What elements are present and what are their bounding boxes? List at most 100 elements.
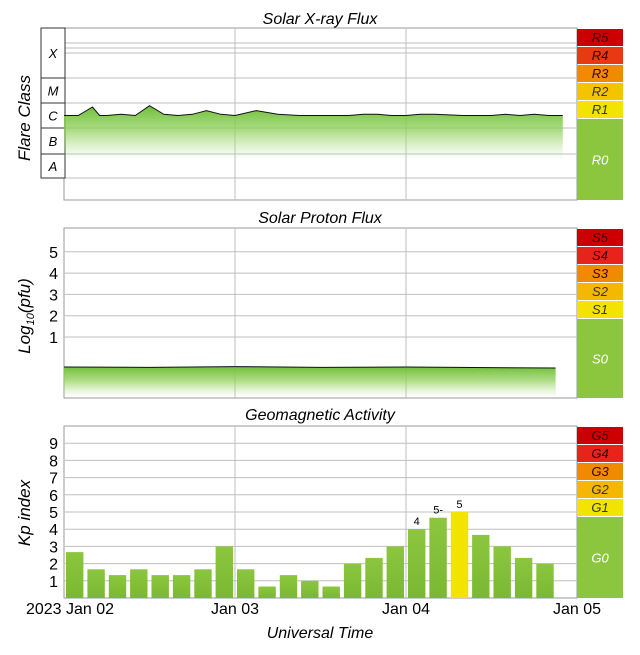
xray-class-label-M: M	[48, 84, 59, 99]
kp-bar-10	[279, 575, 298, 598]
kp-bar-4	[151, 575, 169, 598]
kp-bar-18	[450, 512, 469, 598]
kp-bar-label-18: 5	[456, 499, 462, 511]
xray-class-box-B	[40, 127, 66, 155]
geomag-scale-label-0: G5	[591, 428, 609, 443]
kp-bar-16	[408, 529, 426, 598]
kp-bar-2	[108, 575, 127, 598]
geomag-title: Geomagnetic Activity	[245, 407, 396, 424]
geomag-scale-seg-4	[577, 499, 623, 516]
proton-scale-seg-1	[577, 247, 623, 264]
kp-bar-22	[536, 563, 554, 598]
proton-scale-label-1: S4	[592, 248, 608, 263]
proton-flux-area	[64, 366, 556, 397]
kp-bar-8	[237, 569, 255, 598]
xray-scale-seg-3	[577, 83, 623, 100]
geomag-ylabel: Kp index	[15, 479, 34, 546]
proton-scale-label-2: S3	[592, 266, 609, 281]
x-tick-1: Jan 03	[211, 601, 259, 618]
proton-y-tick-5: 5	[49, 245, 58, 262]
proton-y-tick-3: 3	[49, 287, 58, 304]
proton-scale-label-3: S2	[592, 284, 609, 299]
kp-bar-12	[322, 586, 340, 598]
proton-ylabel-tail: (pfu)	[15, 278, 34, 313]
kp-bar-7	[215, 546, 233, 598]
proton-scale-seg-4	[577, 301, 623, 318]
xray-scale-label-3: R2	[592, 84, 609, 99]
proton-flux-line	[63, 366, 556, 369]
geomag-y-tick-9: 9	[49, 436, 58, 453]
geomag-y-tick-4: 4	[49, 522, 58, 539]
geomag-scale-label-3: G2	[591, 482, 609, 497]
geomag-scale-label-5: G0	[591, 551, 609, 566]
xray-class-box-X	[40, 27, 66, 79]
kp-bar-0	[66, 552, 84, 598]
proton-y-tick-2: 2	[49, 309, 58, 326]
proton-scale-label-4: S1	[592, 302, 608, 317]
proton-scale-label-5: S0	[592, 352, 609, 367]
xray-flux-line	[64, 105, 563, 117]
xray-scale-seg-4	[577, 101, 623, 118]
geomag-y-tick-7: 7	[49, 471, 58, 488]
proton-scale-label-0: S5	[592, 230, 609, 245]
xray-scale-seg-1	[577, 47, 623, 64]
geomag-y-tick-3: 3	[49, 539, 58, 556]
geomag-scale-label-1: G4	[591, 446, 608, 461]
x-tick-3: Jan 05	[553, 601, 601, 618]
proton-panel: 1 2 3 4 5 S5 S4 S3 S2 S1 S0	[49, 227, 623, 399]
kp-bar-3	[130, 569, 148, 598]
geomag-y-tick-2: 2	[49, 557, 58, 574]
proton-ylabel-main: Log	[15, 325, 34, 354]
proton-y-tick-4: 4	[49, 266, 58, 283]
xray-scale-label-2: R3	[592, 66, 609, 81]
x-axis-title: Universal Time	[267, 625, 374, 642]
kp-bar-19	[472, 534, 490, 598]
proton-y-tick-1: 1	[49, 330, 58, 347]
xray-scale-label-4: R1	[592, 102, 609, 117]
geomag-scale-label-4: G1	[591, 500, 608, 515]
kp-bar-label-17: 5-	[433, 505, 443, 517]
geomag-scale-label-2: G3	[591, 464, 609, 479]
xray-scale-label-5: R0	[592, 153, 609, 168]
geomag-y-tick-5: 5	[49, 505, 58, 522]
xray-scale-label-0: R5	[592, 30, 609, 45]
proton-title: Solar Proton Flux	[258, 210, 383, 227]
proton-scale-seg-5	[577, 319, 623, 398]
kp-bar-14	[365, 557, 383, 598]
geomag-scale-seg-2	[577, 463, 623, 480]
geomag-scale-seg-3	[577, 481, 623, 498]
x-tick-2: Jan 04	[382, 601, 430, 618]
xray-class-label-C: C	[48, 109, 58, 124]
proton-scale-seg-3	[577, 283, 623, 300]
kp-bar-20	[493, 546, 511, 598]
kp-bar-6	[194, 569, 212, 598]
proton-ylabel-sub: 10	[25, 312, 37, 325]
xray-class-box-M	[40, 77, 66, 104]
kp-bar-11	[301, 580, 319, 598]
xray-class-label-A: A	[48, 159, 58, 174]
kp-bar-1	[87, 569, 105, 598]
xray-title: Solar X-ray Flux	[263, 11, 379, 28]
xray-flux-area	[64, 105, 563, 160]
xray-class-label-B: B	[49, 134, 58, 149]
x-tick-0: 2023 Jan 02	[26, 601, 114, 618]
kp-bar-9	[258, 586, 276, 598]
xray-scale-seg-2	[577, 65, 623, 82]
geomag-y-tick-6: 6	[49, 488, 58, 505]
geomag-scale-seg-0	[577, 427, 623, 444]
geomag-y-tick-8: 8	[49, 453, 58, 470]
xray-class-label-X: X	[48, 46, 59, 61]
xray-scale-seg-5	[577, 119, 623, 200]
proton-scale-seg-0	[577, 229, 623, 246]
geomag-scale-seg-1	[577, 445, 623, 462]
proton-scale-seg-2	[577, 265, 623, 282]
xray-scale-label-1: R4	[592, 48, 609, 63]
xray-scale-seg-0	[577, 29, 623, 46]
proton-ylabel: Log10(pfu)	[15, 278, 37, 354]
xray-class-box-C	[40, 102, 66, 129]
xray-ylabel: Flare Class	[15, 75, 34, 161]
